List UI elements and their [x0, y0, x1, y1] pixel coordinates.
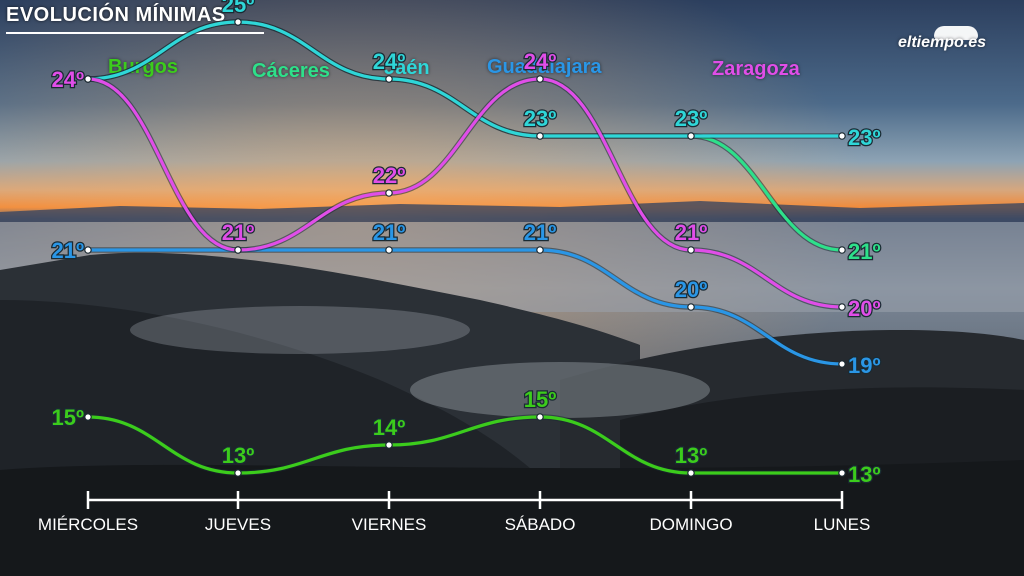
- series-line-shadow-guadalajara: [87, 247, 843, 367]
- series-line-shadow-jaen: [87, 19, 842, 139]
- data-point-zaragoza: [234, 246, 242, 254]
- data-point-jaen: [536, 132, 544, 140]
- data-point-jaen: [838, 132, 846, 140]
- data-point-guadalajara: [838, 360, 846, 368]
- data-point-zaragoza: [536, 75, 544, 83]
- data-label-burgos: 13º: [222, 443, 255, 468]
- series-line-jaen: [87, 20, 842, 138]
- data-label-jaen: 23º: [848, 125, 881, 150]
- x-tick-label: JUEVES: [205, 515, 271, 534]
- data-label-guadalajara: 21º: [524, 220, 557, 245]
- logo-text: eltiempo.es: [898, 34, 987, 51]
- data-label-jaen: 25º: [222, 0, 255, 17]
- x-tick-label: DOMINGO: [649, 515, 732, 534]
- data-point-zaragoza: [838, 303, 846, 311]
- title-underline: [6, 32, 264, 34]
- data-point-burgos: [687, 469, 695, 477]
- legend-item-guadalajara: Guadalajara: [487, 56, 602, 78]
- data-point-burgos: [385, 441, 393, 449]
- data-point-zaragoza: [84, 75, 92, 83]
- legend-item-jaen: Jaén: [384, 57, 430, 79]
- data-label-guadalajara: 19º: [848, 353, 881, 378]
- series-line-shadow-burgos: [87, 414, 842, 476]
- data-label-jaen: 23º: [524, 106, 557, 131]
- data-label-zaragoza: 21º: [675, 220, 708, 245]
- data-point-burgos: [234, 469, 242, 477]
- data-label-burgos: 15º: [524, 387, 557, 412]
- data-label-burgos: 15º: [51, 405, 84, 430]
- data-point-jaen: [234, 18, 242, 26]
- series-line-guadalajara: [87, 248, 843, 366]
- brand-logo: eltiempo.es: [898, 26, 1010, 56]
- data-label-caceres: 21º: [848, 239, 881, 264]
- x-tick-label: MIÉRCOLES: [38, 515, 138, 534]
- data-point-burgos: [536, 413, 544, 421]
- data-point-burgos: [838, 469, 846, 477]
- data-point-guadalajara: [687, 303, 695, 311]
- data-label-zaragoza: 20º: [848, 296, 881, 321]
- data-point-jaen: [385, 75, 393, 83]
- data-point-burgos: [84, 413, 92, 421]
- data-label-zaragoza: 21º: [222, 220, 255, 245]
- x-tick-label: SÁBADO: [505, 515, 576, 534]
- data-label-guadalajara: 20º: [675, 277, 708, 302]
- data-point-guadalajara: [536, 246, 544, 254]
- data-point-zaragoza: [385, 189, 393, 197]
- legend-item-zaragoza: Zaragoza: [712, 58, 800, 80]
- x-tick-label: LUNES: [814, 515, 871, 534]
- data-point-caceres: [838, 246, 846, 254]
- data-label-burgos: 14º: [373, 415, 406, 440]
- series-line-burgos: [87, 415, 842, 475]
- data-label-zaragoza: 24º: [51, 67, 84, 92]
- data-label-zaragoza: 24º: [524, 49, 557, 74]
- x-tick-label: VIERNES: [352, 515, 427, 534]
- legend-item-caceres: Cáceres: [252, 60, 330, 82]
- cloud-icon: [934, 26, 978, 40]
- data-label-jaen: 23º: [675, 106, 708, 131]
- data-label-burgos: 13º: [675, 443, 708, 468]
- data-point-guadalajara: [84, 246, 92, 254]
- data-label-guadalajara: 21º: [51, 238, 84, 263]
- data-label-burgos: 13º: [848, 462, 881, 487]
- data-label-jaen: 24º: [373, 49, 406, 74]
- chart-title: EVOLUCIÓN MÍNIMAS: [6, 4, 226, 26]
- data-label-guadalajara: 21º: [373, 220, 406, 245]
- data-label-zaragoza: 22º: [373, 163, 406, 188]
- series-line-zaragoza: [87, 77, 843, 309]
- data-point-jaen: [687, 132, 695, 140]
- data-point-guadalajara: [385, 246, 393, 254]
- series-line-shadow-zaragoza: [87, 76, 843, 310]
- data-point-zaragoza: [687, 246, 695, 254]
